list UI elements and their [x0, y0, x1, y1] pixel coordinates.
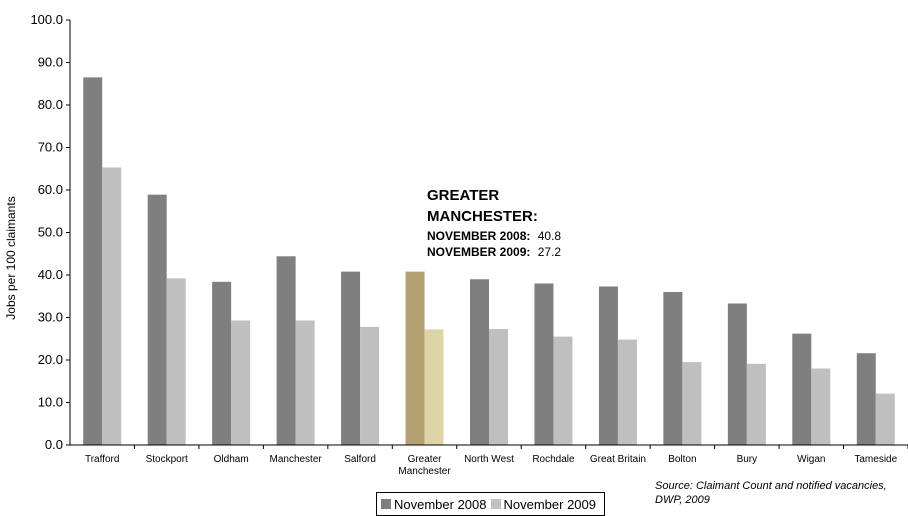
annotation-title-1: GREATER — [427, 187, 499, 204]
bar-2008 — [276, 256, 296, 445]
annotation-label-2008: NOVEMBER 2008: — [427, 229, 530, 243]
bar-2009 — [295, 320, 315, 445]
y-tick-label: 10.0 — [38, 395, 63, 410]
y-tick-label: 80.0 — [38, 97, 63, 112]
bar-2009 — [746, 363, 766, 445]
x-tick-label: Trafford — [85, 454, 119, 465]
legend-label-2009: November 2009 — [503, 496, 597, 512]
bar-2008 — [856, 353, 876, 445]
bar-2009 — [424, 329, 444, 445]
legend-item-2008: November 2008 — [381, 497, 487, 512]
annotation-row-2009: NOVEMBER 2009: 27.2 — [427, 245, 561, 259]
bar-2009 — [489, 328, 508, 445]
bar-2008 — [663, 292, 683, 445]
bar-2008 — [470, 279, 489, 445]
x-tick-label: Rochdale — [532, 454, 575, 465]
bar-2009 — [553, 336, 573, 445]
bar-2009 — [166, 278, 186, 445]
y-axis-label: Jobs per 100 claimants — [4, 196, 18, 319]
bar-2008 — [727, 303, 747, 445]
legend-label-2008: November 2008 — [394, 496, 487, 512]
y-tick-label: 60.0 — [38, 182, 63, 197]
bar-2008 — [534, 283, 554, 445]
annotation-value-2008: 40.8 — [538, 229, 562, 243]
source-note: Source: Claimant Count and notified vaca… — [655, 480, 887, 506]
legend-swatch-2008 — [381, 499, 391, 509]
bar-2009 — [231, 320, 251, 445]
y-tick-label: 20.0 — [38, 352, 63, 367]
y-tick-label: 70.0 — [38, 140, 63, 155]
bar-2008 — [83, 77, 103, 445]
x-tick-label: Tameside — [854, 454, 897, 465]
annotation-value-2009: 27.2 — [538, 245, 562, 259]
bar-2009 — [102, 167, 122, 445]
bar-2009 — [875, 393, 895, 445]
bar-2008 — [598, 286, 618, 445]
annotation: GREATER MANCHESTER: NOVEMBER 2008: 40.8 … — [427, 187, 561, 259]
y-tick-label: 90.0 — [38, 55, 63, 70]
bar-2008 — [147, 194, 167, 445]
legend-item-2009: November 2009 — [490, 496, 597, 512]
bar-2008 — [341, 271, 361, 445]
bar-2008 — [792, 333, 812, 445]
x-tick-label: North West — [464, 454, 514, 465]
x-tick-label: Greater Manchester — [398, 454, 451, 477]
bar-2009 — [811, 368, 831, 445]
annotation-title-2: MANCHESTER: — [427, 208, 538, 225]
y-tick-label: 100.0 — [30, 12, 63, 27]
annotation-label-2009: NOVEMBER 2009: — [427, 245, 530, 259]
x-tick-label: Wigan — [797, 454, 825, 465]
x-tick-label: Bury — [737, 454, 758, 465]
bar-2009 — [682, 362, 702, 445]
bar-2008 — [405, 271, 425, 445]
bar-2008 — [212, 281, 232, 445]
x-tick-label: Great Britain — [590, 454, 646, 465]
legend-swatch-2009 — [490, 499, 501, 509]
x-tick-label: Bolton — [668, 454, 696, 465]
y-tick-label: 50.0 — [38, 225, 63, 240]
legend: November 2008 November 2009 — [376, 492, 605, 516]
y-tick-label: 0.0 — [45, 437, 63, 452]
x-tick-label: Stockport — [146, 454, 188, 465]
bar-2009 — [617, 339, 637, 445]
bar-2009 — [360, 326, 380, 445]
y-tick-label: 30.0 — [38, 310, 63, 325]
annotation-row-2008: NOVEMBER 2008: 40.8 — [427, 229, 561, 243]
y-tick-label: 40.0 — [38, 267, 63, 282]
x-tick-label: Manchester — [269, 454, 322, 465]
x-tick-label: Salford — [344, 454, 376, 465]
x-tick-label: Oldham — [214, 454, 249, 465]
